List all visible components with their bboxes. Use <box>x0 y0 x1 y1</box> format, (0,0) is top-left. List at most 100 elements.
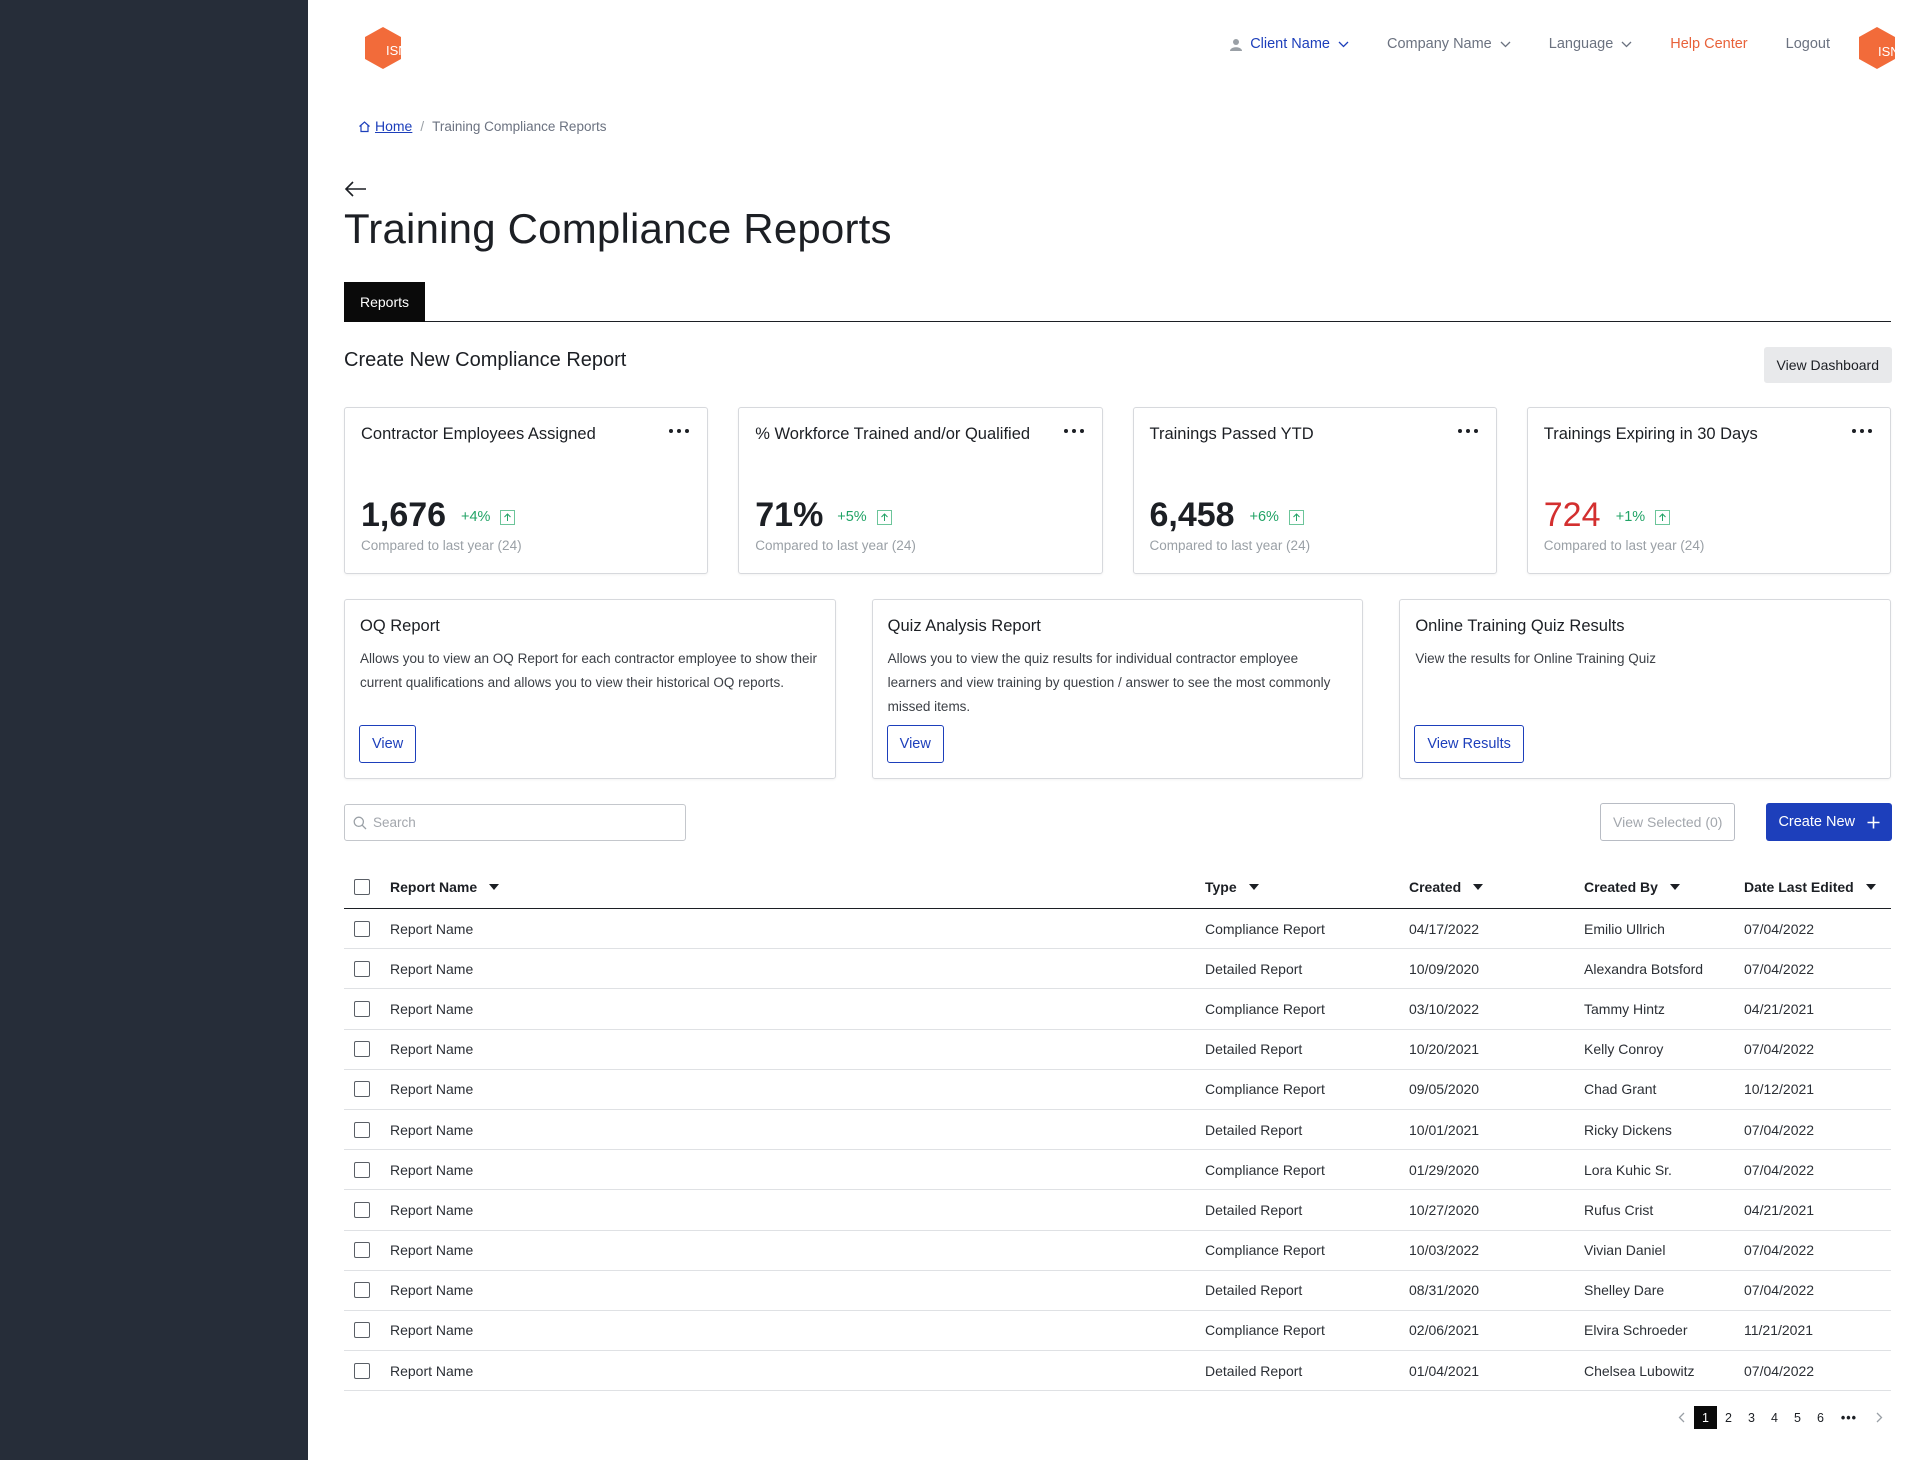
table-header: Report Name Type Created Created By Date… <box>344 866 1891 909</box>
tab-bar: Reports <box>344 282 1891 322</box>
table-row[interactable]: Report Name Compliance Report 03/10/2022 Ta… <box>344 989 1891 1030</box>
view-button[interactable]: View <box>886 725 944 763</box>
cell-created: 10/03/2022 <box>1409 1242 1480 1259</box>
stat-change-value: +1% <box>1615 509 1646 525</box>
table-row[interactable]: Report Name Compliance Report 01/29/2020 Lo… <box>344 1150 1891 1191</box>
cell-date-last-edited: 07/04/2022 <box>1744 1362 1815 1379</box>
table-row[interactable]: Report Name Compliance Report 04/17/2022 Em… <box>344 909 1891 950</box>
stat-title: % Workforce Trained and/or Qualified <box>755 425 1031 443</box>
report-card-title: OQ Report <box>360 617 440 635</box>
stat-change: +6% <box>1250 509 1304 525</box>
page-button[interactable]: 3 <box>1748 1410 1755 1425</box>
row-checkbox[interactable] <box>354 920 370 937</box>
cell-report-name: Report Name <box>390 1000 474 1017</box>
cell-date-last-edited: 04/21/2021 <box>1744 1201 1815 1218</box>
row-checkbox[interactable] <box>354 1201 370 1218</box>
more-dots-icon[interactable] <box>669 429 690 433</box>
page-title: Training Compliance Reports <box>344 205 892 252</box>
row-checkbox[interactable] <box>354 960 370 977</box>
search-input[interactable] <box>373 815 673 830</box>
row-checkbox[interactable] <box>354 1362 370 1379</box>
cell-report-name: Report Name <box>390 1242 474 1259</box>
row-checkbox[interactable] <box>354 1121 370 1138</box>
cell-type: Detailed Report <box>1205 1041 1303 1058</box>
cell-type: Compliance Report <box>1205 920 1325 937</box>
report-cards: OQ Report Allows you to view an OQ Repor… <box>344 599 1892 779</box>
chevron-left-icon[interactable] <box>1668 1406 1694 1429</box>
stat-title: Trainings Passed YTD <box>1149 425 1314 443</box>
breadcrumb-separator: / <box>420 118 425 134</box>
cell-created: 02/06/2021 <box>1409 1322 1480 1339</box>
view-selected-button[interactable]: View Selected (0) <box>1600 803 1736 841</box>
logout-link[interactable]: Logout <box>1785 36 1830 52</box>
avatar[interactable]: ISN <box>1854 25 1900 71</box>
create-new-button[interactable]: Create New <box>1766 803 1892 841</box>
company-name-menu[interactable]: Company Name <box>1387 36 1511 52</box>
client-name-menu[interactable]: Client Name <box>1230 36 1349 52</box>
row-checkbox[interactable] <box>354 1041 370 1058</box>
table-row[interactable]: Report Name Detailed Report 08/31/2020 Shel… <box>344 1271 1891 1311</box>
more-dots-icon[interactable] <box>1457 429 1478 433</box>
back-arrow-icon[interactable] <box>344 180 368 198</box>
row-checkbox[interactable] <box>354 1081 370 1098</box>
more-dots-icon[interactable] <box>1063 429 1084 433</box>
row-checkbox[interactable] <box>354 1322 370 1339</box>
sort-created[interactable]: Created <box>1409 879 1484 895</box>
page-button[interactable]: 6 <box>1817 1410 1824 1425</box>
cell-report-name: Report Name <box>390 1362 474 1379</box>
more-dots-icon[interactable] <box>1852 429 1872 433</box>
user-icon <box>1230 38 1243 51</box>
breadcrumb: Home / Training Compliance Reports <box>358 118 606 134</box>
stat-value: 71% <box>755 496 824 534</box>
page-button[interactable]: 5 <box>1794 1410 1801 1425</box>
cell-date-last-edited: 07/04/2022 <box>1744 1282 1815 1299</box>
sort-date-last-edited[interactable]: Date Last Edited <box>1744 879 1876 895</box>
row-checkbox[interactable] <box>354 1161 370 1178</box>
tab-reports[interactable]: Reports <box>344 282 426 322</box>
view-dashboard-button[interactable]: View Dashboard <box>1763 347 1892 383</box>
cell-created-by: Chelsea Lubowitz <box>1584 1362 1695 1379</box>
view-results-button[interactable]: View Results <box>1414 725 1524 763</box>
breadcrumb-home-link[interactable]: Home <box>358 118 412 134</box>
table-row[interactable]: Report Name Detailed Report 10/09/2020 Alex… <box>344 949 1891 990</box>
sort-report-name[interactable]: Report Name <box>390 879 500 895</box>
top-navigation: Client Name Company Name Language Help C… <box>1230 36 1830 52</box>
section-title: Create New Compliance Report <box>344 349 627 371</box>
cell-report-name: Report Name <box>390 1322 474 1339</box>
isn-logo[interactable]: ISN <box>360 25 406 71</box>
page-button[interactable]: 4 <box>1771 1410 1778 1425</box>
cell-created: 10/01/2021 <box>1409 1121 1480 1138</box>
page-button[interactable]: 1 <box>1694 1406 1717 1429</box>
cell-created: 09/05/2020 <box>1409 1081 1480 1098</box>
pagination-ellipsis[interactable]: ••• <box>1840 1410 1858 1425</box>
cell-type: Compliance Report <box>1205 1000 1325 1017</box>
stat-card: Trainings Passed YTD 6,458 +6% Compared … <box>1132 407 1497 574</box>
table-row[interactable]: Report Name Compliance Report 09/05/2020 Ch… <box>344 1070 1891 1110</box>
caret-down-icon <box>1248 884 1259 890</box>
stat-title: Trainings Expiring in 30 Days <box>1543 425 1758 443</box>
table-row[interactable]: Report Name Detailed Report 01/04/2021 Chel… <box>344 1351 1891 1392</box>
page-button[interactable]: 2 <box>1725 1410 1732 1425</box>
stat-change: +1% <box>1615 509 1671 525</box>
cell-date-last-edited: 07/04/2022 <box>1744 960 1815 977</box>
view-button[interactable]: View <box>359 725 417 763</box>
row-checkbox[interactable] <box>354 1282 370 1299</box>
caret-down-icon <box>1669 884 1680 890</box>
help-center-link[interactable]: Help Center <box>1670 36 1748 52</box>
table-row[interactable]: Report Name Compliance Report 02/06/2021 El… <box>344 1311 1891 1352</box>
sort-type[interactable]: Type <box>1205 879 1259 895</box>
cell-type: Compliance Report <box>1205 1161 1325 1178</box>
sort-created-by[interactable]: Created By <box>1584 879 1680 895</box>
row-checkbox[interactable] <box>354 1242 370 1259</box>
table-row[interactable]: Report Name Detailed Report 10/01/2021 Rick… <box>344 1110 1891 1151</box>
row-checkbox[interactable] <box>354 1000 370 1017</box>
pagination: 1 2 3 4 5 6 ••• <box>1668 1406 1892 1429</box>
table-row[interactable]: Report Name Compliance Report 10/03/2022 Vi… <box>344 1231 1891 1271</box>
sidebar <box>0 0 308 1460</box>
select-all-checkbox[interactable] <box>354 879 370 895</box>
table-row[interactable]: Report Name Detailed Report 10/27/2020 Rufu… <box>344 1190 1891 1231</box>
chevron-right-icon[interactable] <box>1866 1406 1892 1429</box>
language-menu[interactable]: Language <box>1549 36 1633 52</box>
table-row[interactable]: Report Name Detailed Report 10/20/2021 Kell… <box>344 1030 1891 1070</box>
stat-value: 6,458 <box>1149 496 1235 534</box>
